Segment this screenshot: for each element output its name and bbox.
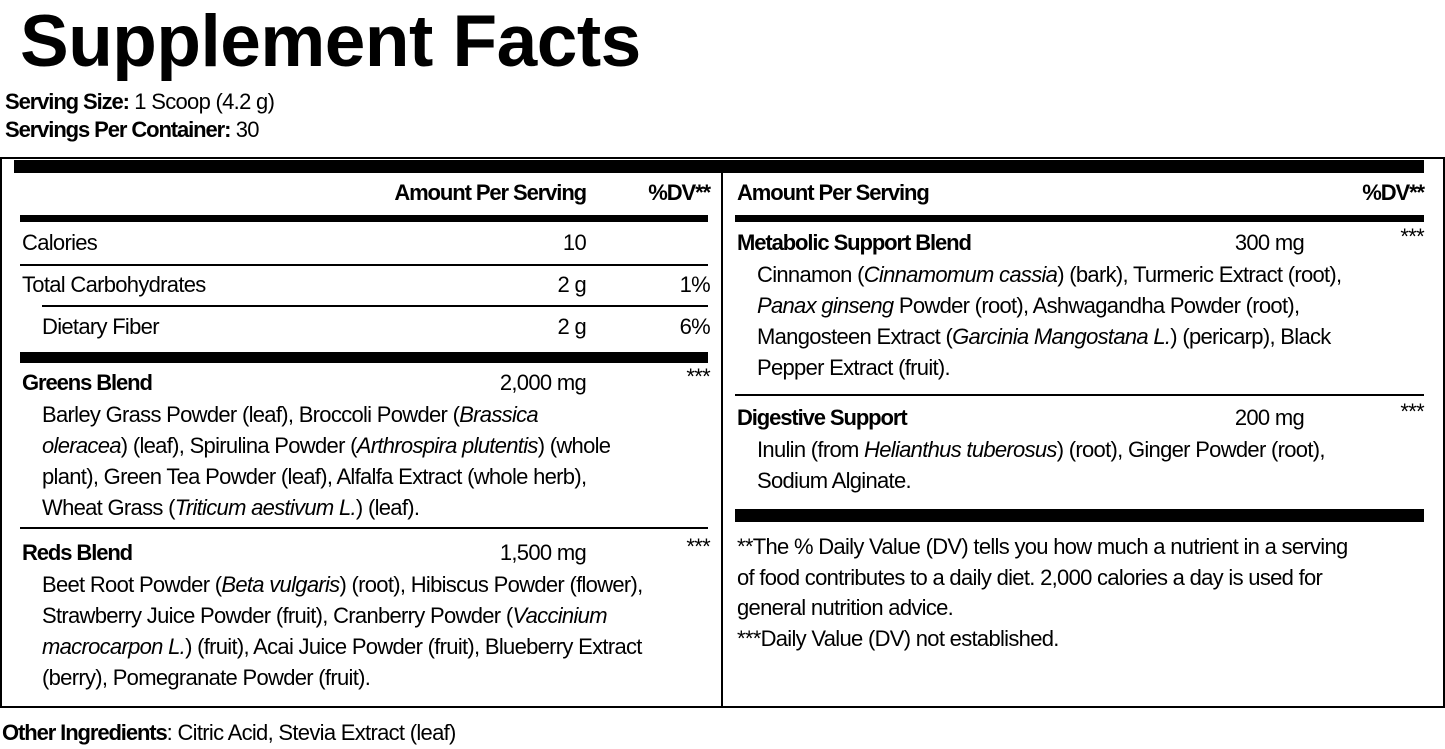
ingredient-text: (berry), Pomegranate Powder (fruit). bbox=[42, 665, 371, 690]
serving-size-label: Serving Size: bbox=[5, 89, 130, 114]
blend-amount: 1,500 mg bbox=[499, 540, 587, 565]
divider bbox=[20, 264, 708, 266]
ingredient-text: Wheat Grass ( bbox=[42, 495, 175, 520]
ingredient-line: Pepper Extract (fruit). bbox=[757, 352, 1341, 383]
ingredient-text: Inulin (from bbox=[757, 437, 865, 462]
blend-dv: *** bbox=[686, 364, 710, 389]
blend-ingredients: Barley Grass Powder (leaf), Broccoli Pow… bbox=[42, 399, 611, 523]
ingredient-latin-name: Beta vulgaris bbox=[221, 572, 340, 597]
ingredient-latin-name: Helianthus tuberosus bbox=[864, 437, 1057, 462]
ingredient-text: Cinnamon ( bbox=[757, 262, 864, 287]
column-divider bbox=[721, 173, 723, 706]
ingredient-line: (berry), Pomegranate Powder (fruit). bbox=[42, 662, 643, 693]
footnotes: **The % Daily Value (DV) tells you how m… bbox=[737, 532, 1348, 654]
ingredient-line: Cinnamon (Cinnamomum cassia) (bark), Tur… bbox=[757, 259, 1342, 290]
divider bbox=[735, 394, 1424, 396]
servings-per-container: Servings Per Container: 30 bbox=[5, 114, 260, 145]
ingredient-line: Mangosteen Extract (Garcinia Mangostana … bbox=[757, 321, 1341, 352]
blend-name: Digestive Support bbox=[737, 405, 908, 430]
divider-thick bbox=[14, 160, 1424, 173]
ingredient-latin-name: macrocarpon L. bbox=[42, 634, 186, 659]
nutrient-amount: 10 bbox=[562, 230, 587, 255]
ingredient-text: ) (pericarp), Black bbox=[1170, 324, 1331, 349]
dv-header-right: %DV** bbox=[1362, 180, 1425, 205]
ingredient-line: Strawberry Juice Powder (fruit), Cranber… bbox=[42, 600, 643, 631]
nutrient-amount: 2 g bbox=[557, 272, 587, 297]
nutrient-dv: 1% bbox=[679, 272, 711, 297]
ingredient-line: Sodium Alginate. bbox=[757, 465, 1325, 496]
ingredient-text: ) (fruit), Acai Juice Powder (fruit), Bl… bbox=[185, 634, 642, 659]
divider bbox=[20, 527, 708, 529]
ingredient-latin-name: Vaccinium bbox=[512, 603, 607, 628]
ingredient-latin-name: Arthrospira plutentis bbox=[356, 433, 539, 458]
ingredient-latin-name: Cinnamomum cassia bbox=[863, 262, 1058, 287]
ingredient-line: Panax ginseng Powder (root), Ashwagandha… bbox=[757, 290, 1341, 321]
blend-ingredients: Cinnamon (Cinnamomum cassia) (bark), Tur… bbox=[757, 259, 1342, 383]
ingredient-line: Wheat Grass (Triticum aestivum L.) (leaf… bbox=[42, 492, 610, 523]
ingredient-latin-name: Brassica bbox=[459, 402, 538, 427]
blend-name: Metabolic Support Blend bbox=[737, 230, 972, 255]
ingredient-latin-name: Panax ginseng bbox=[757, 293, 894, 318]
ingredient-line: plant), Green Tea Powder (leaf), Alfalfa… bbox=[42, 461, 610, 492]
servings-label: Servings Per Container: bbox=[5, 117, 231, 142]
ingredient-text: Mangosteen Extract ( bbox=[757, 324, 953, 349]
ingredient-latin-name: Triticum aestivum L. bbox=[174, 495, 357, 520]
other-ingredients-label: Other Ingredients bbox=[2, 720, 168, 745]
ingredient-text: ) (root), Ginger Powder (root), bbox=[1056, 437, 1326, 462]
ingredient-text: ) (root), Hibiscus Powder (flower), bbox=[339, 572, 643, 597]
ingredient-text: ) (leaf), Spirulina Powder ( bbox=[120, 433, 358, 458]
divider bbox=[42, 305, 708, 307]
ingredient-text: plant), Green Tea Powder (leaf), Alfalfa… bbox=[42, 464, 587, 489]
nutrient-name: Total Carbohydrates bbox=[22, 272, 206, 297]
blend-ingredients: Beet Root Powder (Beta vulgaris) (root),… bbox=[42, 569, 643, 693]
ingredient-latin-name: Garcinia Mangostana L. bbox=[952, 324, 1171, 349]
ingredient-text: ) (leaf). bbox=[355, 495, 420, 520]
ingredient-text: Pepper Extract (fruit). bbox=[757, 355, 951, 380]
nutrient-name: Calories bbox=[22, 230, 98, 255]
divider-thick bbox=[735, 509, 1424, 522]
ingredient-latin-name: oleracea bbox=[42, 433, 121, 458]
ingredient-line: Inulin (from Helianthus tuberosus) (root… bbox=[757, 434, 1325, 465]
blend-dv: *** bbox=[686, 534, 710, 559]
blend-name: Greens Blend bbox=[22, 370, 153, 395]
footnote-line: **The % Daily Value (DV) tells you how m… bbox=[737, 534, 1348, 559]
dv-header-left: %DV** bbox=[648, 180, 711, 205]
blend-amount: 200 mg bbox=[1234, 405, 1305, 430]
blend-amount: 300 mg bbox=[1234, 230, 1305, 255]
ingredient-text: ) (whole bbox=[537, 433, 611, 458]
blend-name: Reds Blend bbox=[22, 540, 133, 565]
nutrient-name: Dietary Fiber bbox=[42, 314, 160, 339]
other-ingredients: Other Ingredients: Citric Acid, Stevia E… bbox=[2, 717, 456, 748]
serving-size: Serving Size: 1 Scoop (4.2 g) bbox=[5, 86, 275, 117]
divider-thick bbox=[20, 352, 708, 363]
blend-dv: *** bbox=[1400, 224, 1424, 249]
servings-value: 30 bbox=[230, 117, 260, 142]
other-ingredients-value: : Citric Acid, Stevia Extract (leaf) bbox=[166, 720, 457, 745]
page-title: Supplement Facts bbox=[20, 1, 641, 82]
nutrient-dv: 6% bbox=[679, 314, 711, 339]
footnote-line: of food contributes to a daily diet. 2,0… bbox=[737, 564, 1323, 590]
serving-size-value: 1 Scoop (4.2 g) bbox=[128, 89, 275, 114]
ingredient-text: ) (bark), Turmeric Extract (root), bbox=[1057, 262, 1342, 287]
ingredient-line: macrocarpon L.) (fruit), Acai Juice Powd… bbox=[42, 631, 643, 662]
footnote-line: ***Daily Value (DV) not established. bbox=[737, 625, 1059, 651]
ingredient-text: Strawberry Juice Powder (fruit), Cranber… bbox=[42, 603, 513, 628]
ingredient-text: Sodium Alginate. bbox=[757, 468, 912, 493]
facts-table bbox=[0, 157, 1445, 708]
amount-header-left: Amount Per Serving bbox=[394, 180, 587, 205]
divider-thick bbox=[735, 215, 1424, 222]
ingredient-line: oleracea) (leaf), Spirulina Powder (Arth… bbox=[42, 430, 611, 461]
ingredient-text: Beet Root Powder ( bbox=[42, 572, 222, 597]
blend-dv: *** bbox=[1400, 399, 1424, 424]
ingredient-line: Barley Grass Powder (leaf), Broccoli Pow… bbox=[42, 399, 610, 430]
ingredient-text: Powder (root), Ashwagandha Powder (root)… bbox=[893, 293, 1300, 318]
nutrient-amount: 2 g bbox=[557, 314, 587, 339]
amount-header-right: Amount Per Serving bbox=[737, 180, 930, 205]
blend-amount: 2,000 mg bbox=[499, 370, 587, 395]
ingredient-text: Barley Grass Powder (leaf), Broccoli Pow… bbox=[42, 402, 460, 427]
ingredient-line: Beet Root Powder (Beta vulgaris) (root),… bbox=[42, 569, 643, 600]
footnote-line: general nutrition advice. bbox=[737, 595, 954, 620]
blend-ingredients: Inulin (from Helianthus tuberosus) (root… bbox=[757, 434, 1325, 496]
divider-thick bbox=[20, 215, 708, 222]
